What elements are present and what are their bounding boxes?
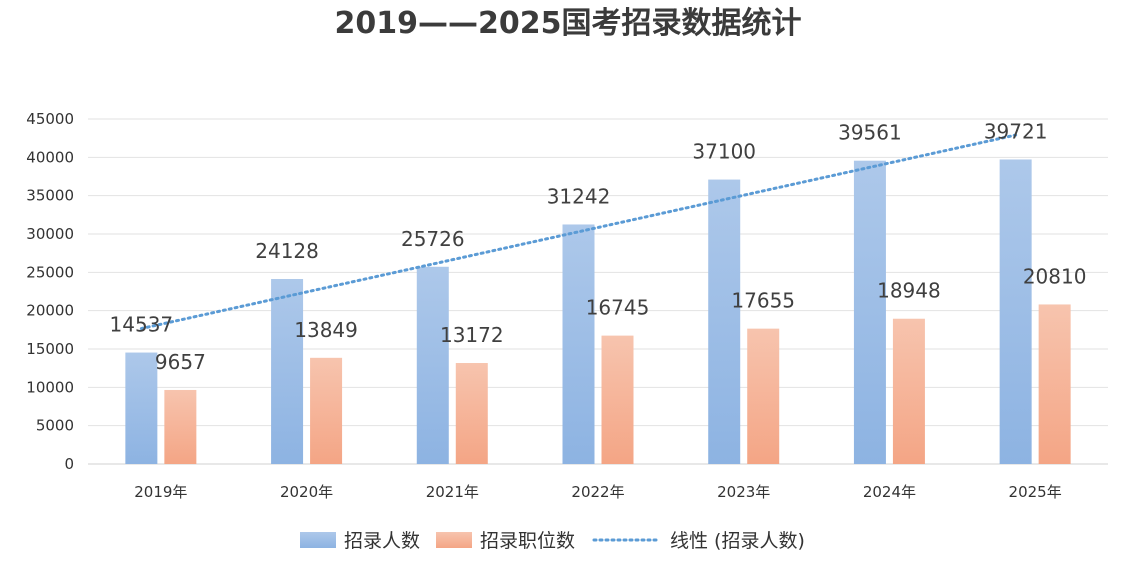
chart-title: 2019——2025国考招录数据统计: [335, 6, 802, 41]
x-tick-label: 2020年: [280, 483, 333, 501]
y-tick-label: 10000: [26, 378, 74, 396]
bar-recruits: [562, 224, 595, 464]
y-tick-label: 20000: [26, 302, 74, 320]
data-label-recruits: 39561: [838, 121, 902, 145]
y-axis: 0 5000 10000 15000 20000 25000 30000 35000 40000…: [26, 110, 74, 473]
legend: 招录人数 招录职位数 线性 (招录人数): [300, 530, 805, 552]
bar-positions: [455, 363, 488, 464]
bar-recruits: [125, 352, 158, 464]
legend-label-trendline: 线性 (招录人数): [670, 530, 805, 552]
y-tick-label: 30000: [26, 225, 74, 243]
bar-recruits: [271, 279, 304, 464]
bar-positions: [1038, 304, 1071, 464]
y-tick-label: 15000: [26, 340, 74, 358]
x-tick-label: 2021年: [426, 483, 479, 501]
bar-positions: [601, 335, 634, 464]
trendline-layer: [139, 133, 1018, 331]
bar-positions: [747, 328, 780, 464]
bar-recruits: [708, 179, 741, 465]
data-label-positions: 13172: [440, 323, 504, 347]
legend-swatch-recruits: [300, 532, 336, 548]
x-axis: 2019年 2020年 2021年 2022年 2023年 2024年 2025年: [134, 483, 1061, 501]
data-label-positions: 17655: [731, 289, 795, 313]
data-label-recruits: 24128: [255, 239, 319, 263]
data-label-positions: 9657: [155, 350, 206, 374]
x-tick-label: 2022年: [571, 483, 624, 501]
data-label-positions: 20810: [1023, 264, 1087, 288]
y-tick-label: 25000: [26, 263, 74, 281]
bar-positions: [164, 389, 197, 464]
x-tick-label: 2023年: [717, 483, 770, 501]
data-label-positions: 13849: [294, 318, 358, 342]
y-tick-label: 5000: [36, 417, 74, 435]
y-tick-label: 45000: [26, 110, 74, 128]
data-label-positions: 18948: [877, 279, 941, 303]
data-label-recruits: 14537: [110, 313, 174, 337]
legend-swatch-positions: [436, 532, 472, 548]
bar-recruits: [416, 266, 449, 464]
bar-recruits: [853, 160, 886, 464]
x-tick-label: 2025年: [1009, 483, 1062, 501]
bars: [125, 159, 1071, 465]
x-tick-label: 2024年: [863, 483, 916, 501]
bar-recruits: [999, 159, 1032, 464]
x-tick-label: 2019年: [134, 483, 187, 501]
trendline: [139, 133, 1018, 331]
data-label-recruits: 31242: [547, 184, 611, 208]
bar-positions: [892, 318, 925, 464]
data-label-positions: 16745: [586, 296, 650, 320]
y-tick-label: 0: [64, 455, 74, 473]
legend-label-recruits: 招录人数: [344, 530, 420, 552]
bar-positions: [310, 357, 343, 464]
data-labels: 14537 9657 24128 13849 25726 13172 31242 16745 3…: [110, 119, 1087, 373]
gridlines: [88, 118, 1108, 465]
data-label-recruits: 39721: [984, 119, 1048, 143]
data-label-recruits: 37100: [692, 140, 756, 164]
data-label-recruits: 25726: [401, 227, 465, 251]
y-tick-label: 40000: [26, 148, 74, 166]
legend-label-positions: 招录职位数: [480, 530, 575, 552]
y-tick-label: 35000: [26, 187, 74, 205]
